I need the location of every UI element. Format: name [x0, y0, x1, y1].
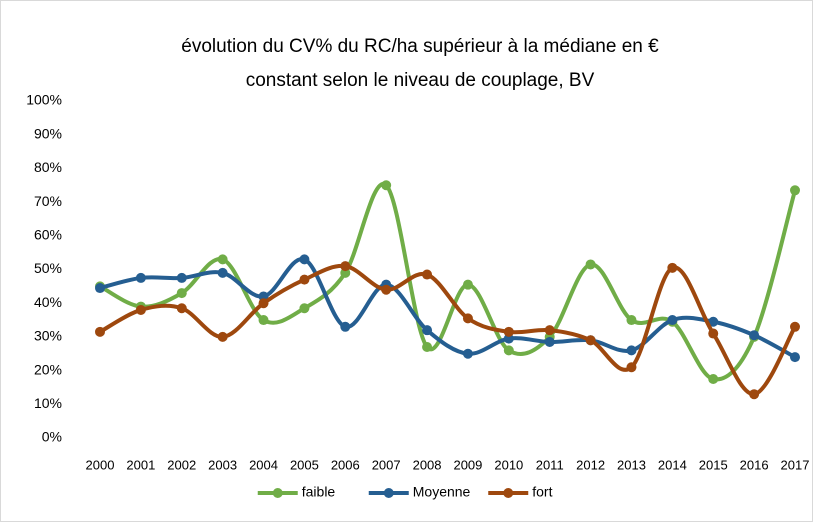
point	[299, 274, 310, 285]
x-tick-label: 2011	[536, 457, 564, 472]
point	[422, 342, 433, 353]
x-tick-label: 2017	[781, 457, 810, 472]
legend-label: Moyenne	[413, 484, 471, 500]
y-tick-label: 30%	[34, 328, 62, 344]
x-tick-label: 2016	[740, 457, 769, 472]
legend-marker	[272, 488, 283, 498]
point	[790, 185, 800, 196]
legend-marker	[503, 488, 514, 498]
x-tick-label: 2012	[576, 457, 605, 472]
series-line	[99, 181, 797, 382]
point	[544, 325, 555, 336]
x-tick-label: 2004	[249, 457, 278, 472]
y-tick-label: 10%	[34, 395, 62, 411]
x-tick-label: 2000	[86, 457, 115, 472]
point	[749, 389, 760, 400]
legend-label: faible	[302, 484, 336, 500]
point	[503, 345, 514, 356]
point	[381, 284, 392, 295]
x-tick-label: 2007	[372, 457, 401, 472]
legend-marker	[383, 488, 394, 498]
x-tick-label: 2014	[658, 457, 687, 472]
point	[708, 316, 719, 327]
y-tick-label: 90%	[34, 125, 62, 141]
point	[708, 374, 719, 385]
point	[790, 352, 800, 363]
y-tick-label: 60%	[34, 227, 62, 243]
y-tick-label: 0%	[42, 429, 62, 445]
point	[585, 335, 596, 346]
x-tick-label: 2015	[699, 457, 728, 472]
chart-title: évolution du CV% du RC/ha supérieur à la…	[181, 36, 659, 57]
x-tick-label: 2013	[617, 457, 646, 472]
point	[626, 362, 637, 373]
point	[626, 345, 637, 356]
point	[462, 348, 473, 359]
point	[708, 328, 719, 339]
x-tick-label: 2010	[494, 457, 523, 472]
point	[135, 272, 146, 283]
point	[340, 321, 351, 332]
point	[749, 330, 760, 341]
x-tick-label: 2001	[126, 457, 155, 472]
x-tick-label: 2006	[331, 457, 360, 472]
legend-label: fort	[532, 484, 552, 500]
x-tick-label: 2002	[167, 457, 196, 472]
point	[667, 262, 678, 273]
point	[462, 279, 473, 290]
x-tick-label: 2003	[208, 457, 237, 472]
point	[258, 315, 269, 326]
y-tick-label: 40%	[34, 294, 62, 310]
x-tick-label: 2009	[453, 457, 482, 472]
point	[135, 304, 146, 315]
point	[299, 303, 310, 314]
y-tick-label: 100%	[26, 92, 62, 108]
point	[585, 259, 596, 270]
point	[217, 267, 228, 278]
point	[462, 313, 473, 324]
point	[95, 283, 105, 294]
x-tick-label: 2005	[290, 457, 319, 472]
point	[176, 272, 187, 283]
y-tick-label: 50%	[34, 260, 62, 276]
point	[217, 254, 228, 265]
point	[340, 261, 351, 272]
point	[667, 315, 678, 326]
point	[217, 331, 228, 342]
point	[258, 298, 269, 309]
point	[95, 326, 105, 337]
point	[381, 180, 392, 191]
point	[422, 325, 433, 336]
chart-title: constant selon le niveau de couplage, BV	[246, 70, 595, 91]
point	[176, 303, 187, 314]
y-tick-label: 80%	[34, 159, 62, 175]
point	[422, 269, 433, 280]
y-tick-label: 20%	[34, 361, 62, 377]
point	[299, 254, 310, 265]
point	[626, 315, 637, 326]
point	[544, 336, 555, 347]
point	[503, 326, 514, 337]
point	[790, 321, 800, 332]
y-tick-label: 70%	[34, 193, 62, 209]
x-tick-label: 2008	[413, 457, 442, 472]
point	[176, 288, 187, 299]
